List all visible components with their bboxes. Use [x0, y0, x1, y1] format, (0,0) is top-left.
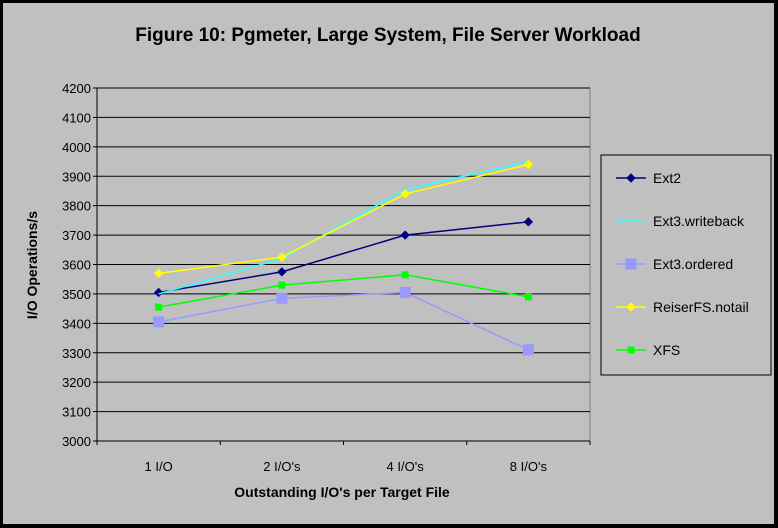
square-marker	[627, 346, 635, 354]
y-tick-labels: 3000 3100 3200 3300 3400 3500 3600 3700 3800 3900…	[62, 81, 97, 449]
y-tick-label: 3100	[62, 405, 91, 420]
series-line	[158, 221, 529, 294]
y-tick-label: 3700	[62, 228, 91, 243]
square-marker	[153, 316, 165, 328]
series-line	[158, 163, 529, 275]
diamond-marker	[400, 189, 410, 199]
legend-label: Ext3.ordered	[653, 256, 733, 272]
x-tick-label: 8 I/O's	[510, 459, 548, 474]
diamond-marker	[523, 159, 534, 170]
legend: Ext2 Ext3.writeback Ext3.ordered ReiserFS.n…	[616, 170, 749, 358]
x-tick-labels: 1 I/O 2 I/O's 4 I/O's 8 I/O's	[96, 441, 591, 474]
y-tick-label: 3500	[62, 287, 91, 302]
legend-label: ReiserFS.notail	[653, 299, 749, 315]
diamond-marker	[626, 173, 636, 183]
series-reiserfs-notail	[153, 159, 534, 279]
legend-label: XFS	[653, 342, 680, 358]
chart-title: Figure 10: Pgmeter, Large System, File S…	[135, 25, 640, 46]
chart-area: Figure 10: Pgmeter, Large System, File S…	[3, 3, 774, 524]
series-line	[158, 160, 529, 295]
diamond-marker	[626, 302, 636, 312]
square-marker	[155, 303, 163, 311]
y-tick-label: 4200	[62, 81, 91, 96]
series-xfs	[155, 271, 532, 311]
series-ext2	[153, 217, 534, 298]
square-marker	[276, 292, 288, 304]
legend-item: ReiserFS.notail	[616, 299, 749, 315]
y-tick-label: 3300	[62, 346, 91, 361]
legend-item: XFS	[616, 342, 680, 358]
square-marker	[524, 293, 532, 301]
y-axis-label: I/O Operations/s	[24, 211, 40, 319]
line-chart: Figure 10: Pgmeter, Large System, File S…	[24, 25, 772, 500]
x-tick-label: 4 I/O's	[387, 459, 425, 474]
square-marker	[401, 271, 409, 279]
legend-item: Ext2	[616, 170, 681, 186]
series-line	[158, 291, 529, 351]
x-tick-label: 2 I/O's	[263, 459, 301, 474]
square-marker	[625, 258, 637, 270]
diamond-marker	[153, 268, 164, 279]
series-line	[158, 274, 529, 308]
y-tick-label: 3400	[62, 316, 91, 331]
x-tick-label: 1 I/O	[145, 459, 173, 474]
y-tick-label: 3800	[62, 199, 91, 214]
diamond-marker	[523, 217, 534, 227]
diamond-marker	[277, 267, 287, 277]
diamond-marker	[400, 230, 410, 240]
y-tick-label: 4100	[62, 110, 91, 125]
legend-label: Ext3.writeback	[653, 213, 745, 229]
diamond-marker	[153, 287, 164, 298]
y-tick-label: 3600	[62, 258, 91, 273]
y-tick-label: 3200	[62, 375, 91, 390]
series-ext3-writeback	[158, 160, 529, 295]
legend-label: Ext2	[653, 170, 681, 186]
square-marker	[278, 281, 286, 289]
legend-item: Ext3.ordered	[616, 256, 733, 272]
diamond-marker	[277, 252, 287, 262]
y-tick-label: 3000	[62, 434, 91, 449]
square-marker	[399, 286, 411, 298]
x-axis-label: Outstanding I/O's per Target File	[234, 484, 450, 500]
square-marker	[522, 344, 534, 356]
y-tick-label: 4000	[62, 140, 91, 155]
y-tick-label: 3900	[62, 169, 91, 184]
series-group	[153, 159, 534, 356]
gridlines	[97, 87, 590, 413]
legend-item: Ext3.writeback	[616, 213, 745, 229]
series-ext3-ordered	[153, 286, 534, 356]
